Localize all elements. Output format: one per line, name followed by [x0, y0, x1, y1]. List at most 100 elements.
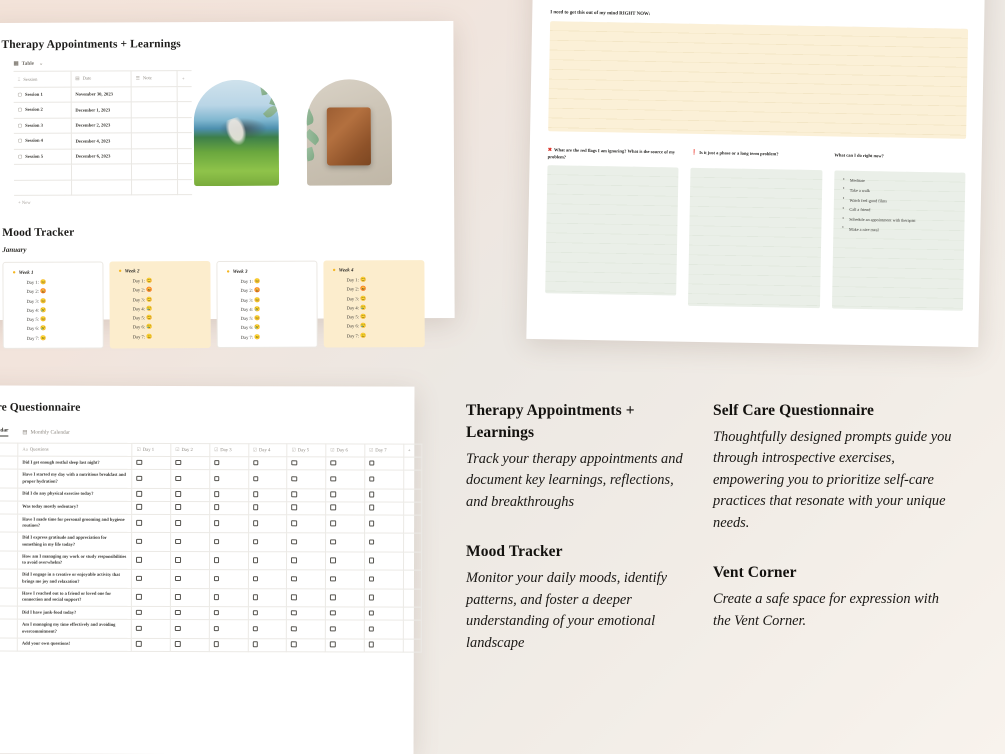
- table-row[interactable]: December 7,Did I get enough restful slee…: [0, 455, 422, 471]
- cell-checkbox-day-6[interactable]: [325, 456, 365, 470]
- cell-question[interactable]: Have I reached out to a friend or loved …: [17, 587, 132, 607]
- checkbox[interactable]: [136, 556, 142, 563]
- checkbox[interactable]: [368, 576, 375, 582]
- checkbox[interactable]: [329, 610, 336, 616]
- checkbox[interactable]: [174, 641, 181, 647]
- cell-checkbox-day-1[interactable]: [131, 500, 171, 514]
- checkbox[interactable]: [175, 575, 181, 582]
- cell-date[interactable]: [0, 550, 18, 570]
- vent-actions-list[interactable]: Meditate Take a walk Watch feel-good fil…: [831, 170, 966, 311]
- checkbox[interactable]: [291, 594, 297, 600]
- checkbox[interactable]: [175, 593, 181, 600]
- checkbox[interactable]: [330, 575, 336, 582]
- cell-checkbox-day-4[interactable]: [247, 588, 287, 607]
- cell-checkbox-day-2[interactable]: [170, 606, 210, 620]
- checkbox[interactable]: [175, 538, 181, 545]
- cell-checkbox-day-3[interactable]: [209, 569, 249, 589]
- column-header-day-6[interactable]: ☑ Day 6: [325, 443, 365, 457]
- column-header-day-5[interactable]: ☑ Day 5: [287, 443, 326, 457]
- cell-date[interactable]: December 7,: [0, 455, 18, 470]
- cell-checkbox-day-5[interactable]: [286, 551, 326, 570]
- cell-date[interactable]: [0, 568, 18, 588]
- checkbox[interactable]: [175, 459, 181, 466]
- cell-checkbox-day-3[interactable]: [209, 488, 249, 502]
- cell-question[interactable]: Did I get enough restful sleep last nigh…: [17, 456, 133, 470]
- cell-question[interactable]: Did I express gratitude and appreciation…: [17, 532, 132, 551]
- cell-checkbox-day-5[interactable]: [286, 532, 326, 552]
- list-item[interactable]: Call a friend: [842, 207, 964, 214]
- cell-checkbox-day-2[interactable]: [170, 500, 210, 515]
- checkbox[interactable]: [213, 504, 220, 510]
- checkbox[interactable]: [136, 593, 142, 600]
- cell-checkbox-day-5[interactable]: [286, 514, 326, 533]
- cell-checkbox-day-6[interactable]: [325, 551, 365, 570]
- cell-checkbox-day-7[interactable]: [364, 456, 404, 471]
- checkbox[interactable]: [136, 609, 142, 616]
- cell-checkbox-day-4[interactable]: [247, 638, 287, 652]
- cell-checkbox-day-1[interactable]: [132, 456, 171, 470]
- cell-checkbox-day-3[interactable]: [209, 532, 249, 552]
- cell-checkbox-day-7[interactable]: [364, 638, 403, 652]
- new-row-button[interactable]: + New: [18, 199, 31, 205]
- checkbox[interactable]: [175, 491, 181, 497]
- table-row[interactable]: Did I do any physical exercise today?: [0, 487, 422, 502]
- cell-checkbox-day-6[interactable]: [325, 501, 365, 515]
- checkbox[interactable]: [214, 491, 220, 497]
- checkbox[interactable]: [214, 475, 220, 482]
- cell-question[interactable]: Have I made time for personal grooming a…: [17, 513, 132, 533]
- checkbox[interactable]: [329, 641, 336, 648]
- cell-date[interactable]: [0, 513, 18, 533]
- list-item[interactable]: Watch feel-good films: [843, 197, 965, 204]
- checkbox[interactable]: [368, 641, 375, 648]
- cell-checkbox-day-7[interactable]: [364, 501, 404, 515]
- checkbox[interactable]: [291, 460, 298, 466]
- checkbox[interactable]: [213, 575, 220, 582]
- checkbox[interactable]: [368, 557, 375, 564]
- cell-checkbox-day-5[interactable]: [286, 501, 326, 515]
- chevron-down-icon[interactable]: ⌄: [38, 61, 44, 67]
- column-header-date[interactable]: Date: [0, 442, 18, 457]
- cell-question[interactable]: Did I engage in a creative or enjoyable …: [17, 569, 132, 588]
- cell-checkbox-day-3[interactable]: [209, 638, 248, 652]
- checkbox[interactable]: [369, 491, 375, 498]
- cell-question[interactable]: Add your own questions!: [17, 637, 132, 651]
- table-row[interactable]: [13, 163, 193, 180]
- list-item[interactable]: Meditate: [843, 178, 965, 185]
- table-row[interactable]: Did I express gratitude and appreciation…: [0, 531, 422, 552]
- cell-checkbox-day-1[interactable]: [131, 513, 171, 533]
- checkbox[interactable]: [291, 504, 297, 511]
- list-item[interactable]: Schedule an appointment with therapist: [842, 217, 964, 224]
- checkbox[interactable]: [252, 641, 258, 647]
- checkbox[interactable]: [291, 475, 298, 482]
- cell-checkbox-day-7[interactable]: [364, 606, 403, 621]
- cell-checkbox-day-2[interactable]: [170, 619, 210, 639]
- column-header-session[interactable]: ⌶ Session: [13, 71, 71, 87]
- cell-date[interactable]: [0, 637, 18, 651]
- cell-date[interactable]: [0, 587, 18, 607]
- checkbox[interactable]: [136, 625, 142, 631]
- cell-checkbox-day-3[interactable]: [209, 551, 249, 570]
- cell-checkbox-day-3[interactable]: [209, 501, 249, 515]
- table-row[interactable]: ▢ Session 1 November 30, 2023: [13, 86, 192, 103]
- cell-checkbox-day-6[interactable]: [325, 469, 365, 489]
- database-view-tab[interactable]: ▦ Table ⌄: [14, 59, 454, 67]
- cell-checkbox-day-2[interactable]: [170, 469, 210, 489]
- cell-checkbox-day-4[interactable]: [248, 456, 288, 470]
- cell-checkbox-day-3[interactable]: [209, 456, 249, 470]
- checkbox[interactable]: [330, 557, 336, 563]
- checkbox[interactable]: [330, 538, 336, 545]
- checkbox[interactable]: [368, 626, 375, 632]
- cell-question[interactable]: Have I started my day with a nutritious …: [17, 469, 133, 488]
- checkbox[interactable]: [368, 504, 375, 511]
- checkbox[interactable]: [213, 594, 220, 600]
- checkbox[interactable]: [136, 538, 142, 544]
- checkbox[interactable]: [252, 491, 259, 497]
- cell-checkbox-day-6[interactable]: [325, 619, 365, 639]
- checkbox[interactable]: [175, 504, 181, 510]
- column-header-day-2[interactable]: ☑ Day 2: [170, 443, 210, 457]
- cell-checkbox-day-5[interactable]: [287, 469, 326, 489]
- checkbox[interactable]: [368, 539, 375, 545]
- checkbox[interactable]: [213, 520, 220, 526]
- checkbox[interactable]: [291, 538, 297, 545]
- cell-checkbox-day-7[interactable]: [364, 514, 404, 534]
